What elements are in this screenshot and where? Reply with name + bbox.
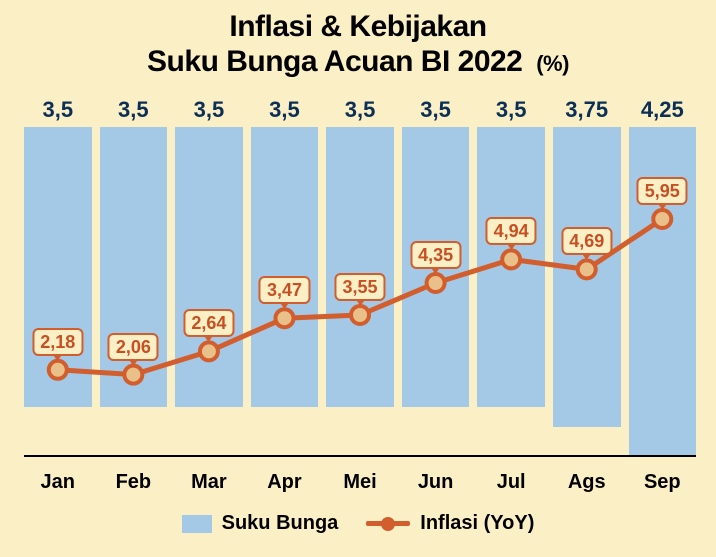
legend-swatch-line xyxy=(366,521,410,526)
chart-legend: Suku Bunga Inflasi (YoY) xyxy=(0,512,716,535)
x-axis-label: Feb xyxy=(100,471,168,494)
legend-item-bar: Suku Bunga xyxy=(182,512,339,535)
x-axis-label: Mar xyxy=(175,471,243,494)
bar-value-label: 3,75 xyxy=(565,97,608,123)
bar xyxy=(100,127,168,407)
x-axis-label: Jul xyxy=(477,471,545,494)
bar-slot: 3,5 xyxy=(251,97,319,457)
bar xyxy=(477,127,545,407)
bar xyxy=(251,127,319,407)
x-axis-label: Sep xyxy=(629,471,697,494)
bar-value-label: 3,5 xyxy=(42,97,73,123)
legend-label-line: Inflasi (YoY) xyxy=(420,512,534,535)
bar-slot: 3,75 xyxy=(553,97,621,457)
x-axis-label: Ags xyxy=(553,471,621,494)
title-line-2: Suku Bunga Acuan BI 2022 (%) xyxy=(0,45,716,80)
chart-plot-area: 3,53,53,53,53,53,53,53,754,25 2,182,062,… xyxy=(24,97,696,457)
x-axis-label: Mei xyxy=(326,471,394,494)
bar xyxy=(629,127,697,457)
title-unit: (%) xyxy=(536,51,569,76)
bar-value-label: 4,25 xyxy=(641,97,684,123)
legend-label-bar: Suku Bunga xyxy=(222,512,339,535)
bar-value-label: 3,5 xyxy=(496,97,527,123)
legend-swatch-bar xyxy=(182,515,212,533)
x-axis-label: Jan xyxy=(24,471,92,494)
bar-slot: 4,25 xyxy=(629,97,697,457)
legend-item-line: Inflasi (YoY) xyxy=(366,512,534,535)
bar-slot: 3,5 xyxy=(24,97,92,457)
x-axis-label: Apr xyxy=(251,471,319,494)
bar xyxy=(402,127,470,407)
bar xyxy=(24,127,92,407)
bar xyxy=(553,127,621,427)
bar xyxy=(175,127,243,407)
x-axis-baseline xyxy=(24,455,696,457)
bar-slot: 3,5 xyxy=(402,97,470,457)
bar xyxy=(326,127,394,407)
title-line-2-text: Suku Bunga Acuan BI 2022 xyxy=(147,45,522,78)
bar-slot: 3,5 xyxy=(100,97,168,457)
bar-slot: 3,5 xyxy=(477,97,545,457)
bar-value-label: 3,5 xyxy=(420,97,451,123)
chart-title: Inflasi & Kebijakan Suku Bunga Acuan BI … xyxy=(0,0,716,79)
bar-slot: 3,5 xyxy=(326,97,394,457)
bar-value-label: 3,5 xyxy=(269,97,300,123)
x-axis-label: Jun xyxy=(402,471,470,494)
title-line-1: Inflasi & Kebijakan xyxy=(0,10,716,45)
bar-value-label: 3,5 xyxy=(194,97,225,123)
x-axis-labels: Jan Feb Mar Apr Mei Jun Jul Ags Sep xyxy=(24,471,696,494)
bar-value-label: 3,5 xyxy=(345,97,376,123)
bar-value-label: 3,5 xyxy=(118,97,149,123)
bar-slot: 3,5 xyxy=(175,97,243,457)
